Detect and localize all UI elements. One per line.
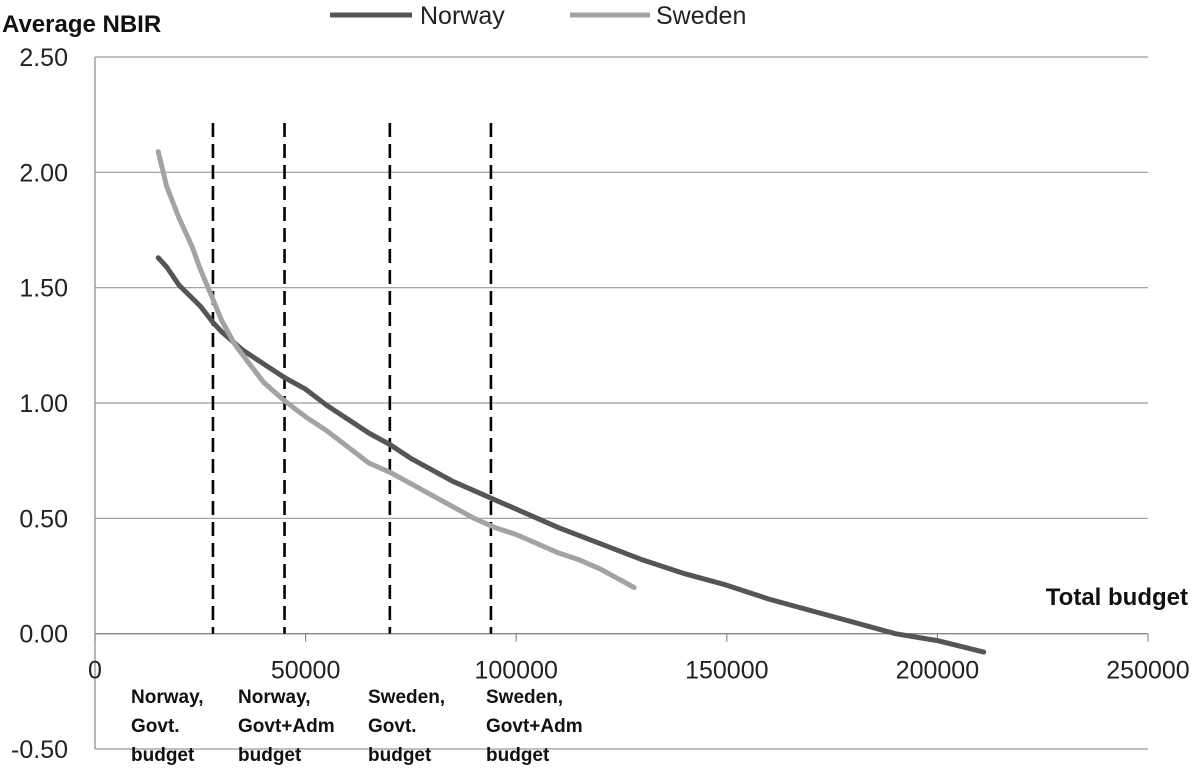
reference-label-2-line-2: budget [368,745,432,766]
y-tick-label-0: -0.50 [11,736,68,764]
x-tick-label-4: 200000 [896,657,979,685]
y-tick-label-2: 0.50 [19,505,68,533]
reference-label-1-line-0: Norway, [238,687,311,708]
reference-lines: Norway, Govt. budget Norway, Govt+Adm budget S… [131,123,583,766]
y-tick-label-5: 2.00 [19,159,68,187]
reference-label-2-line-1: Govt. [368,716,417,737]
reference-label-0-line-2: budget [131,745,195,766]
y-tick-label-4: 1.50 [19,275,68,303]
legend-label-norway: Norway [420,2,505,30]
reference-label-2-line-0: Sweden, [368,687,445,708]
series-layer [155,149,987,655]
x-tick-label-2: 100000 [474,657,557,685]
y-tick-label-6: 2.50 [19,44,68,72]
reference-label-3-line-2: budget [486,745,550,766]
x-axis-title: Total budget [1046,584,1188,611]
reference-label-1-line-1: Govt+Adm [238,716,335,737]
x-tick-label-1: 50000 [271,657,341,685]
y-tick-label-3: 1.00 [19,390,68,418]
legend: Norway Sweden [330,2,746,30]
series-line-sweden [155,149,637,590]
reference-label-0-line-1: Govt. [131,716,180,737]
x-tick-label-0: 0 [88,657,102,685]
x-tick-label-5: 250000 [1106,657,1189,685]
reference-label-3-line-0: Sweden, [486,687,563,708]
x-tick-label-3: 150000 [685,657,768,685]
reference-label-1-line-2: budget [238,745,302,766]
series-line-norway [155,255,987,655]
reference-label-3-line-1: Govt+Adm [486,716,583,737]
y-axis-title: Average NBIR [2,11,161,38]
y-tick-label-1: 0.00 [19,621,68,649]
legend-label-sweden: Sweden [656,2,746,30]
reference-label-0-line-0: Norway, [131,687,204,708]
grid-layer [94,56,1149,750]
tick-labels: -0.50 0.00 0.50 1.00 1.50 2.00 2.50 0 50000 10000… [11,44,1190,764]
